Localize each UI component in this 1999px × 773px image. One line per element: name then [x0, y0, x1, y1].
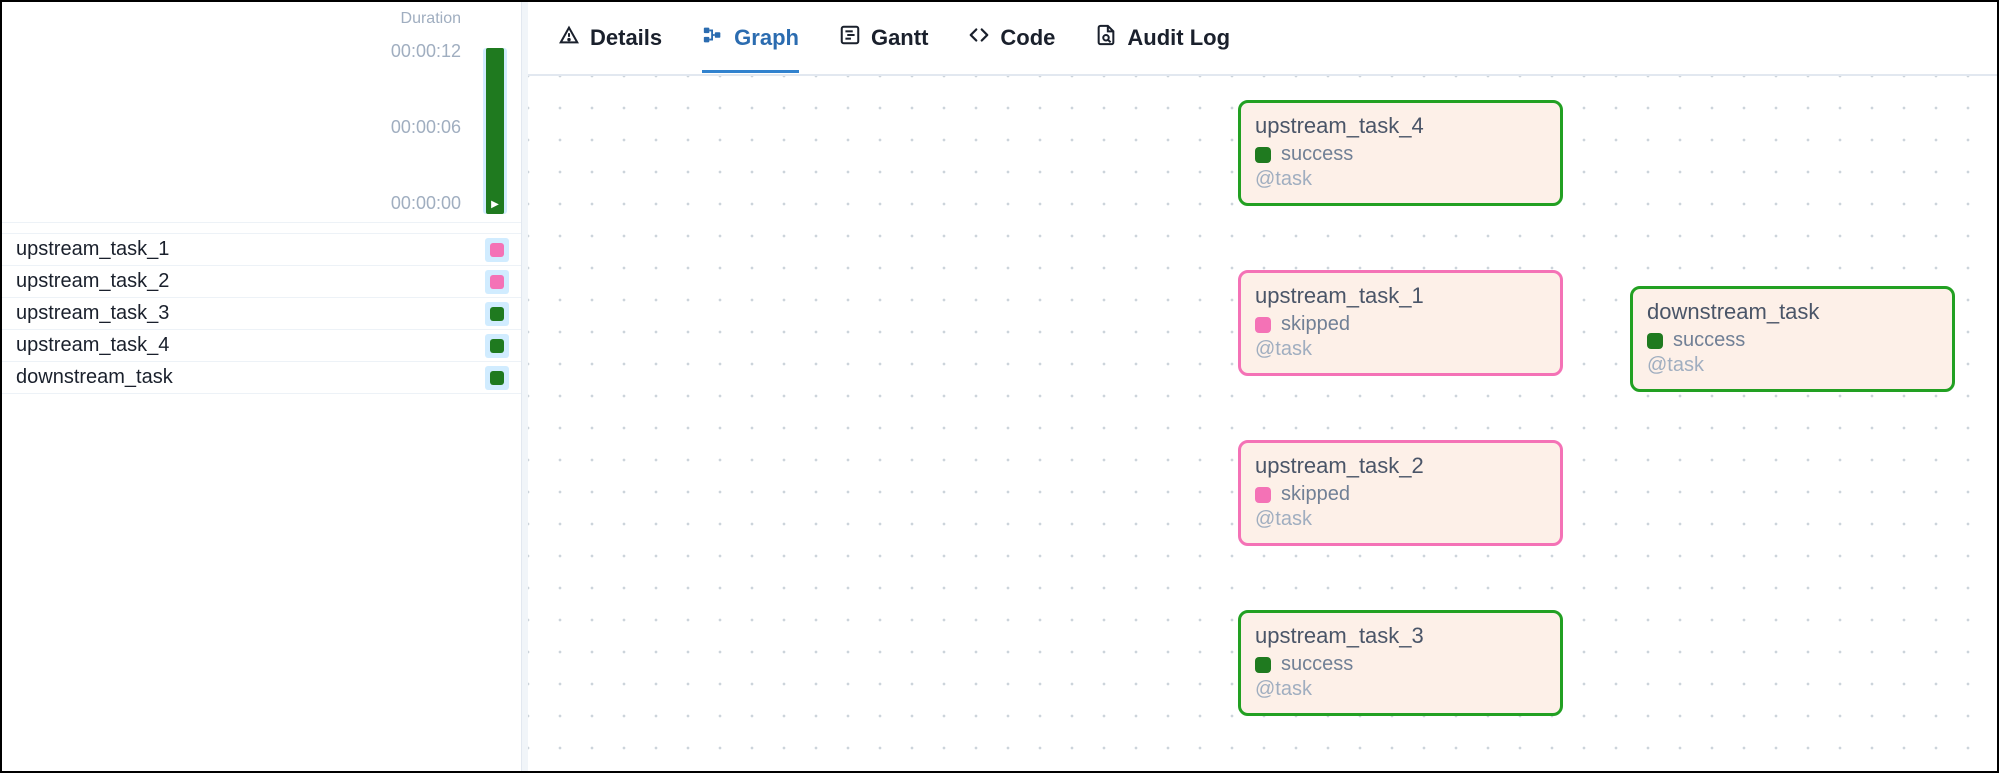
main-panel: Details Graph Gantt Code Audit Log upstream_…	[522, 2, 1997, 771]
tab-label: Graph	[734, 25, 799, 51]
tabs: Details Graph Gantt Code Audit Log	[528, 2, 1997, 76]
duration-axis: 00:00:12 00:00:06 00:00:00	[391, 42, 461, 212]
status-icon	[1255, 487, 1271, 503]
details-icon	[558, 24, 580, 52]
node-decorator: @task	[1647, 354, 1938, 377]
node-title: upstream_task_4	[1255, 113, 1546, 139]
tab-graph[interactable]: Graph	[702, 24, 799, 73]
status-cell[interactable]	[485, 366, 509, 390]
task-name-label: upstream_task_4	[16, 334, 169, 357]
task-row[interactable]: upstream_task_3	[2, 298, 521, 330]
task-row[interactable]: downstream_task	[2, 362, 521, 394]
graph-node[interactable]: upstream_task_4success@task	[1238, 100, 1563, 206]
auditlog-icon	[1095, 24, 1117, 52]
status-text: skipped	[1281, 483, 1350, 506]
status-cell[interactable]	[485, 302, 509, 326]
graph-node[interactable]: downstream_tasksuccess@task	[1630, 286, 1955, 392]
task-row[interactable]: upstream_task_4	[2, 330, 521, 362]
node-status: success	[1255, 143, 1546, 166]
status-icon	[1647, 333, 1663, 349]
status-cell[interactable]	[485, 270, 509, 294]
code-icon	[968, 24, 990, 52]
node-decorator: @task	[1255, 338, 1546, 361]
node-decorator: @task	[1255, 168, 1546, 191]
tab-gantt[interactable]: Gantt	[839, 24, 928, 73]
panel-divider	[2, 222, 521, 234]
status-text: success	[1281, 143, 1353, 166]
node-status: skipped	[1255, 483, 1546, 506]
node-decorator: @task	[1255, 508, 1546, 531]
tab-code[interactable]: Code	[968, 24, 1055, 73]
tab-label: Details	[590, 25, 662, 51]
tab-auditlog[interactable]: Audit Log	[1095, 24, 1230, 73]
task-name-label: upstream_task_1	[16, 238, 169, 261]
status-cell[interactable]	[485, 238, 509, 262]
node-status: success	[1255, 653, 1546, 676]
node-title: downstream_task	[1647, 299, 1938, 325]
status-cell[interactable]	[485, 334, 509, 358]
axis-tick: 00:00:06	[391, 118, 461, 136]
graph-node[interactable]: upstream_task_1skipped@task	[1238, 270, 1563, 376]
node-title: upstream_task_3	[1255, 623, 1546, 649]
status-icon	[490, 243, 504, 257]
status-icon	[490, 307, 504, 321]
play-icon: ▶	[491, 199, 499, 210]
graph-node[interactable]: upstream_task_3success@task	[1238, 610, 1563, 716]
status-icon	[1255, 657, 1271, 673]
node-status: success	[1647, 329, 1938, 352]
duration-panel: Duration 00:00:12 00:00:06 00:00:00 ▶	[2, 2, 521, 222]
node-title: upstream_task_2	[1255, 453, 1546, 479]
task-name-label: upstream_task_3	[16, 302, 169, 325]
status-text: skipped	[1281, 313, 1350, 336]
status-text: success	[1673, 329, 1745, 352]
status-icon	[490, 339, 504, 353]
task-list: upstream_task_1 upstream_task_2 upstream_t…	[2, 234, 521, 394]
graph-canvas[interactable]: upstream_task_4success@taskupstream_task…	[528, 76, 1997, 771]
axis-tick: 00:00:12	[391, 42, 461, 60]
tab-label: Audit Log	[1127, 25, 1230, 51]
node-status: skipped	[1255, 313, 1546, 336]
status-icon	[1255, 147, 1271, 163]
graph-icon	[702, 24, 724, 52]
status-icon	[1255, 317, 1271, 333]
axis-tick: 00:00:00	[391, 194, 461, 212]
sidebar: Duration 00:00:12 00:00:06 00:00:00 ▶ up…	[2, 2, 522, 771]
status-text: success	[1281, 653, 1353, 676]
graph-edges	[528, 76, 828, 226]
tab-label: Code	[1000, 25, 1055, 51]
tab-details[interactable]: Details	[558, 24, 662, 73]
task-name-label: downstream_task	[16, 366, 173, 389]
task-row[interactable]: upstream_task_1	[2, 234, 521, 266]
graph-node[interactable]: upstream_task_2skipped@task	[1238, 440, 1563, 546]
gantt-icon	[839, 24, 861, 52]
task-row[interactable]: upstream_task_2	[2, 266, 521, 298]
status-icon	[490, 371, 504, 385]
duration-bar	[486, 48, 504, 214]
duration-bar-track[interactable]: ▶	[483, 48, 507, 214]
node-decorator: @task	[1255, 678, 1546, 701]
task-name-label: upstream_task_2	[16, 270, 169, 293]
status-icon	[490, 275, 504, 289]
duration-heading: Duration	[401, 10, 461, 28]
tab-label: Gantt	[871, 25, 928, 51]
node-title: upstream_task_1	[1255, 283, 1546, 309]
